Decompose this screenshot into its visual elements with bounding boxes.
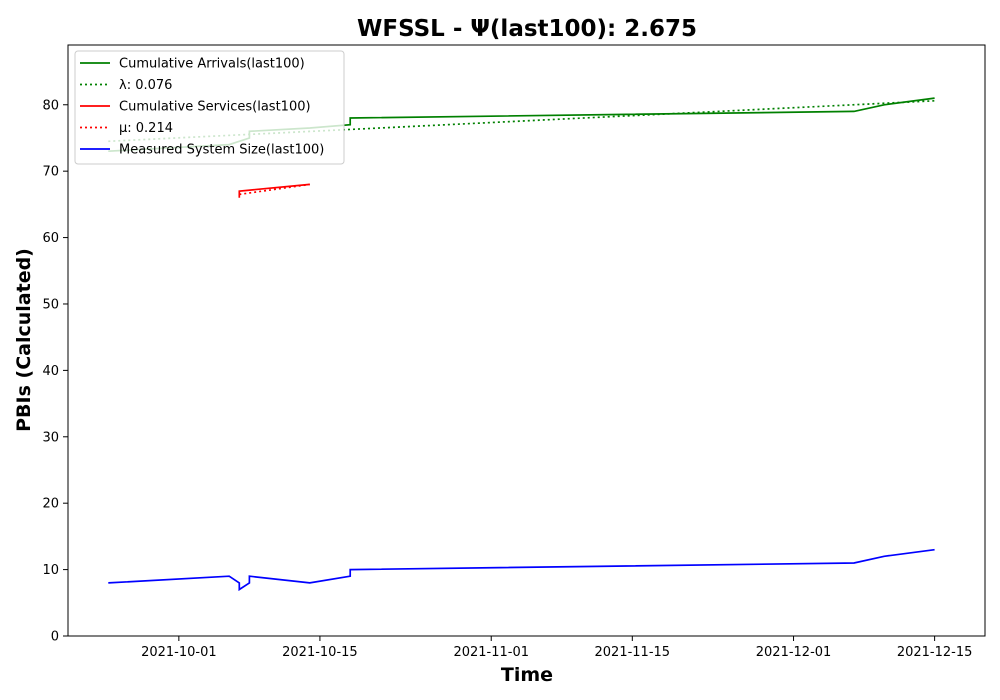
- x-tick-label: 2021-12-15: [897, 645, 973, 660]
- y-tick-label: 20: [42, 497, 59, 512]
- x-tick-label: 2021-10-01: [141, 645, 217, 660]
- legend: Cumulative Arrivals(last100) λ: 0.076 Cumu…: [74, 50, 345, 165]
- x-axis-label: Time: [501, 664, 553, 686]
- y-tick-label: 80: [42, 98, 59, 113]
- y-tick-label: 40: [42, 364, 59, 379]
- x-tick-label: 2021-11-01: [453, 645, 529, 660]
- series-line-4: [108, 548, 935, 592]
- series-line-3: [239, 183, 310, 196]
- legend-box: [74, 50, 345, 165]
- legend-label-4: Measured System Size(last100): [119, 143, 324, 158]
- axis-layer: 2021-10-01 2021-10-15 2021-11-01 2021-11-15…: [42, 44, 986, 660]
- legend-label-3: μ: 0.214: [119, 121, 173, 136]
- y-tick-label: 60: [42, 231, 59, 246]
- x-tick-label: 2021-10-15: [282, 645, 358, 660]
- x-tick-label: 2021-12-01: [756, 645, 832, 660]
- y-tick-label: 10: [42, 563, 59, 578]
- y-tick-label: 50: [42, 297, 59, 312]
- x-tick-label: 2021-11-15: [595, 645, 671, 660]
- legend-label-2: Cumulative Services(last100): [119, 100, 311, 115]
- y-tick-label: 70: [42, 165, 59, 180]
- y-tick-label: 30: [42, 430, 59, 445]
- series-layer: [108, 97, 935, 592]
- legend-label-1: λ: 0.076: [119, 78, 172, 93]
- legend-label-0: Cumulative Arrivals(last100): [119, 57, 305, 72]
- chart-title: WFSSL - Ψ(last100): 2.675: [357, 16, 697, 42]
- y-tick-label: 0: [51, 630, 59, 645]
- plot-frame: [67, 44, 986, 637]
- y-axis-label: PBIs (Calculated): [13, 248, 35, 432]
- series-line-2: [238, 183, 310, 198]
